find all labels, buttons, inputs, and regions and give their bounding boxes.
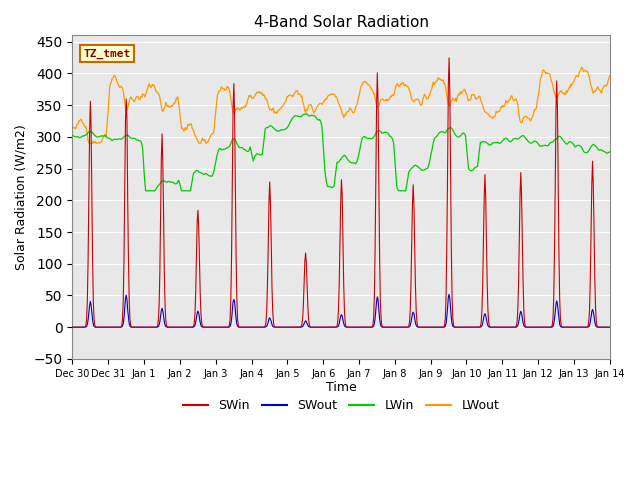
LWout bbox=[407, 93, 415, 99]
SWout bbox=[407, 320, 415, 325]
SWout bbox=[445, 291, 453, 297]
SWout bbox=[284, 324, 291, 330]
LWin bbox=[189, 175, 196, 180]
SWout bbox=[606, 324, 614, 330]
SWout bbox=[68, 324, 76, 330]
SWout bbox=[134, 324, 141, 330]
Y-axis label: Solar Radiation (W/m2): Solar Radiation (W/m2) bbox=[15, 124, 28, 270]
SWin bbox=[216, 324, 224, 330]
SWout bbox=[188, 324, 196, 330]
SWin bbox=[188, 324, 196, 330]
LWout bbox=[579, 64, 586, 70]
Line: LWout: LWout bbox=[72, 67, 610, 143]
Line: LWin: LWin bbox=[72, 114, 610, 191]
LWin bbox=[68, 132, 76, 138]
LWin bbox=[218, 146, 225, 152]
SWin bbox=[423, 324, 431, 330]
LWout bbox=[218, 84, 225, 90]
LWin bbox=[408, 165, 415, 171]
SWin bbox=[68, 324, 76, 330]
X-axis label: Time: Time bbox=[326, 382, 356, 395]
LWin bbox=[134, 137, 141, 143]
LWin bbox=[142, 188, 150, 193]
LWout bbox=[85, 140, 93, 146]
Legend: SWin, SWout, LWin, LWout: SWin, SWout, LWin, LWout bbox=[178, 395, 504, 418]
SWin bbox=[284, 324, 291, 330]
LWin bbox=[303, 111, 310, 117]
SWin bbox=[606, 324, 614, 330]
LWout bbox=[134, 94, 142, 100]
SWout bbox=[423, 324, 431, 330]
LWin bbox=[606, 149, 614, 155]
SWin bbox=[445, 55, 453, 61]
LWin bbox=[424, 166, 431, 171]
SWin bbox=[407, 282, 415, 288]
SWin bbox=[78, 324, 86, 330]
LWout bbox=[78, 119, 86, 125]
LWout bbox=[423, 96, 431, 102]
LWout bbox=[68, 123, 76, 129]
LWout bbox=[189, 126, 196, 132]
Line: SWout: SWout bbox=[72, 294, 610, 327]
SWout bbox=[78, 324, 86, 330]
SWout bbox=[216, 324, 224, 330]
LWout bbox=[606, 73, 614, 79]
SWin bbox=[134, 324, 141, 330]
Title: 4-Band Solar Radiation: 4-Band Solar Radiation bbox=[253, 15, 429, 30]
Text: TZ_tmet: TZ_tmet bbox=[83, 48, 131, 59]
LWin bbox=[78, 133, 86, 139]
Line: SWin: SWin bbox=[72, 58, 610, 327]
